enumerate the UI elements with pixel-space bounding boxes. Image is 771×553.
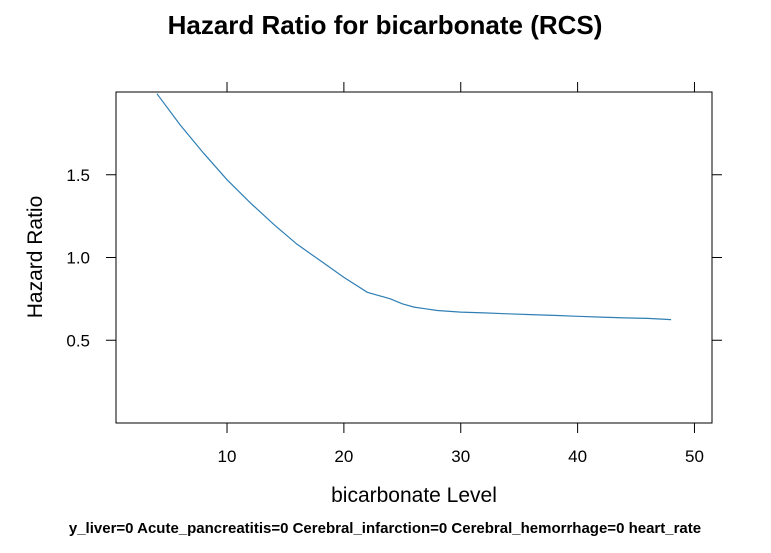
chart-title: Hazard Ratio for bicarbonate (RCS) xyxy=(168,10,603,40)
x-tick-label: 10 xyxy=(218,447,237,466)
x-tick-label: 20 xyxy=(334,447,353,466)
hazard-ratio-line xyxy=(156,93,672,321)
y-tick-label: 1.0 xyxy=(66,249,90,268)
x-axis-ticks xyxy=(226,82,695,433)
x-tick-label: 30 xyxy=(451,447,470,466)
y-tick-label: 0.5 xyxy=(66,331,90,350)
series-layer xyxy=(156,93,672,321)
y-axis-tick-labels: 0.5 1.0 1.5 xyxy=(66,166,90,351)
y-axis-ticks xyxy=(106,174,722,341)
x-tick-label: 50 xyxy=(685,447,704,466)
y-axis-label: Hazard Ratio xyxy=(24,196,47,319)
y-tick-label: 1.5 xyxy=(66,166,90,185)
x-tick-label: 40 xyxy=(568,447,587,466)
x-axis-label: bicarbonate Level xyxy=(331,484,497,507)
x-axis-tick-labels: 10 20 30 40 50 xyxy=(218,447,704,466)
plot-frame xyxy=(115,91,713,424)
footnote-covariates: y_liver=0 Acute_pancreatitis=0 Cerebral_… xyxy=(69,520,701,537)
